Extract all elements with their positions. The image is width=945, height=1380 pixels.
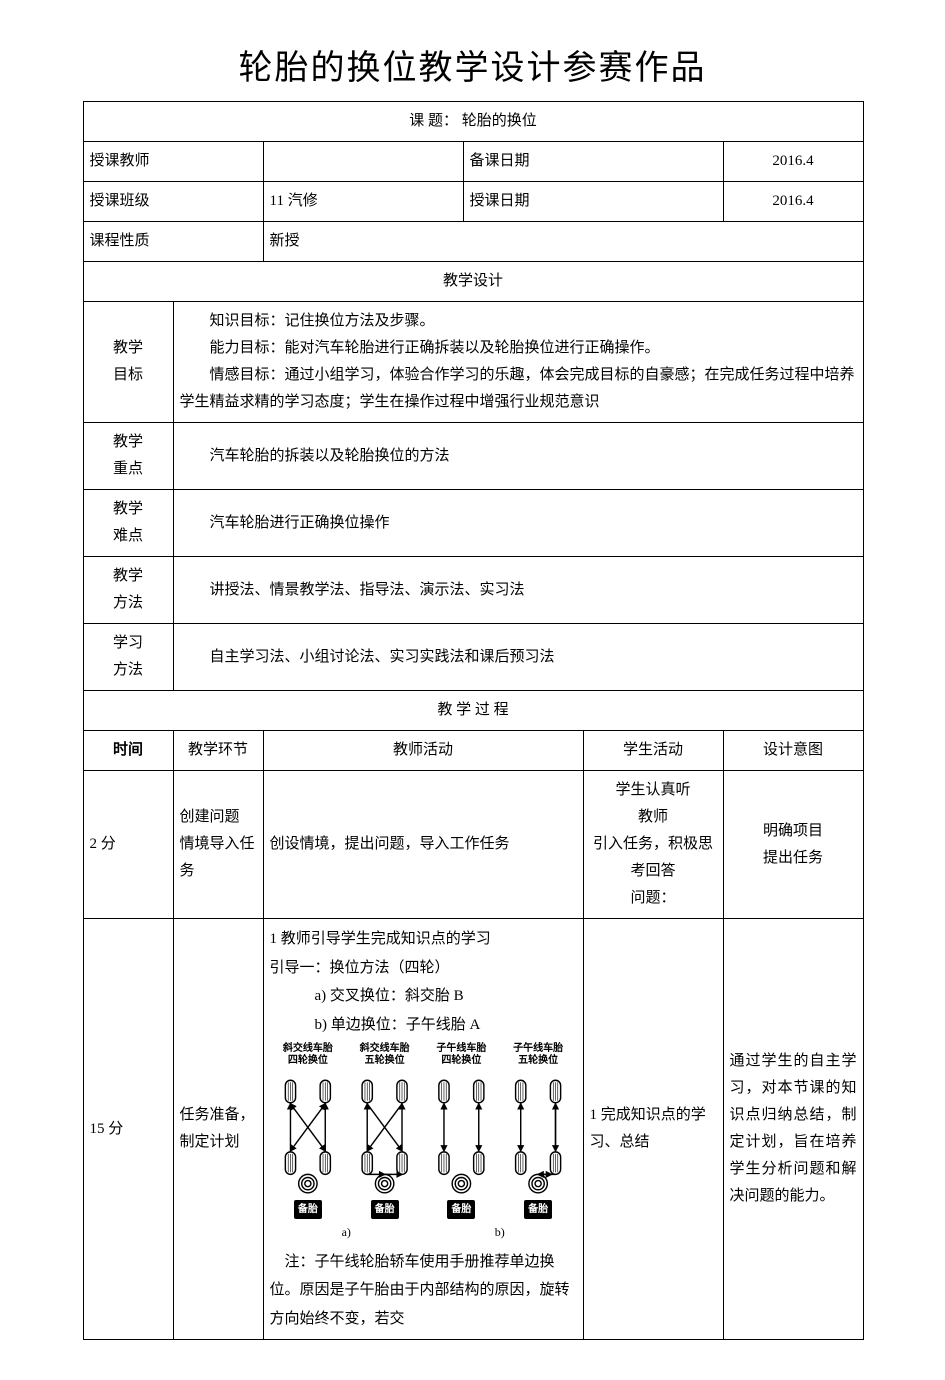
process-header: 教 学 过 程 xyxy=(83,691,863,731)
diag-title-3: 子午线车胎 五轮换位 xyxy=(501,1043,575,1067)
teachdate-value: 2016.4 xyxy=(723,182,863,222)
r2-t-guide: 引导一：换位方法（四轮） xyxy=(270,954,577,983)
topic-label: 课 题： xyxy=(409,113,458,129)
r2-student: 1 完成知识点的学习、总结 xyxy=(583,919,723,1340)
r2-phase: 任务准备，制定计划 xyxy=(173,919,263,1340)
keypoint-value: 汽车轮胎的拆装以及轮胎换位的方法 xyxy=(173,423,863,490)
r1-time: 2 分 xyxy=(83,771,173,919)
rotation-diagram: 斜交线车胎 四轮换位 斜交线车胎 五轮换位 子午线车胎 四轮换位 子午线车胎 五… xyxy=(270,1043,577,1244)
class-value: 11 汽修 xyxy=(263,182,463,222)
teachmethod-value: 讲授法、情景教学法、指导法、演示法、实习法 xyxy=(173,557,863,624)
nature-value: 新授 xyxy=(263,222,863,262)
r2-t-intro: 1 教师引导学生完成知识点的学习 xyxy=(270,925,577,954)
r2-intent: 通过学生的自主学习，对本节课的知识点归纳总结，制定计划，旨在培养学生分析问题和解… xyxy=(723,919,863,1340)
ab-b: b) xyxy=(423,1221,577,1244)
nature-label: 课程性质 xyxy=(83,222,263,262)
spare-1: 备胎 xyxy=(371,1200,399,1219)
ab-a: a) xyxy=(270,1221,424,1244)
r2-t-a: a) 交叉换位：斜交胎 B xyxy=(270,982,577,1011)
r2-t-b: b) 单边换位：子午线胎 A xyxy=(270,1011,577,1040)
spare-2: 备胎 xyxy=(447,1200,475,1219)
topic-value: 轮胎的换位 xyxy=(462,113,537,129)
topic-row: 课 题： 轮胎的换位 xyxy=(83,102,863,142)
design-header: 教学设计 xyxy=(83,262,863,302)
learnmethod-value: 自主学习法、小组讨论法、实习实践法和课后预习法 xyxy=(173,624,863,691)
goals-content: 知识目标：记住换位方法及步骤。 能力目标：能对汽车轮胎进行正确拆装以及轮胎换位进… xyxy=(173,302,863,423)
spare-3: 备胎 xyxy=(524,1200,552,1219)
keypoint-label: 教学 重点 xyxy=(83,423,173,490)
diag-title-1: 斜交线车胎 五轮换位 xyxy=(348,1043,422,1067)
class-label: 授课班级 xyxy=(83,182,263,222)
page-title: 轮胎的换位教学设计参赛作品 xyxy=(83,40,863,89)
r1-phase: 创建问题 情境导入任务 xyxy=(173,771,263,919)
r2-time: 15 分 xyxy=(83,919,173,1340)
col-teacher: 教师活动 xyxy=(263,731,583,771)
diag-title-0: 斜交线车胎 四轮换位 xyxy=(271,1043,345,1067)
prepdate-label: 备课日期 xyxy=(463,142,723,182)
goals-line1: 知识目标：记住换位方法及步骤。 xyxy=(180,308,857,335)
r1-teacher: 创设情境，提出问题，导入工作任务 xyxy=(263,771,583,919)
prepdate-value: 2016.4 xyxy=(723,142,863,182)
teacher-value xyxy=(263,142,463,182)
teachmethod-label: 教学 方法 xyxy=(83,557,173,624)
difficulty-value: 汽车轮胎进行正确换位操作 xyxy=(173,490,863,557)
difficulty-label: 教学 难点 xyxy=(83,490,173,557)
teacher-label: 授课教师 xyxy=(83,142,263,182)
teachdate-label: 授课日期 xyxy=(463,182,723,222)
diag-title-2: 子午线车胎 四轮换位 xyxy=(425,1043,499,1067)
r2-teacher: 1 教师引导学生完成知识点的学习 引导一：换位方法（四轮） a) 交叉换位：斜交… xyxy=(263,919,583,1340)
lesson-plan-table: 课 题： 轮胎的换位 授课教师 备课日期 2016.4 授课班级 11 汽修 授… xyxy=(83,101,864,1340)
goals-line2: 能力目标：能对汽车轮胎进行正确拆装以及轮胎换位进行正确操作。 xyxy=(180,335,857,362)
goals-line3: 情感目标：通过小组学习，体验合作学习的乐趣，体会完成目标的自豪感；在完成任务过程… xyxy=(180,362,857,416)
rotation-svg xyxy=(270,1069,577,1202)
goals-label: 教学 目标 xyxy=(83,302,173,423)
col-time: 时间 xyxy=(83,731,173,771)
learnmethod-label: 学习 方法 xyxy=(83,624,173,691)
r1-intent: 明确项目 提出任务 xyxy=(723,771,863,919)
spare-0: 备胎 xyxy=(294,1200,322,1219)
col-student: 学生活动 xyxy=(583,731,723,771)
col-intent: 设计意图 xyxy=(723,731,863,771)
r1-student: 学生认真听 教师 引入任务，积极思考回答 问题： xyxy=(583,771,723,919)
r2-t-note: 注：子午线轮胎轿车使用手册推荐单边换位。原因是子午胎由于内部结构的原因，旋转方向… xyxy=(270,1248,577,1334)
col-phase: 教学环节 xyxy=(173,731,263,771)
